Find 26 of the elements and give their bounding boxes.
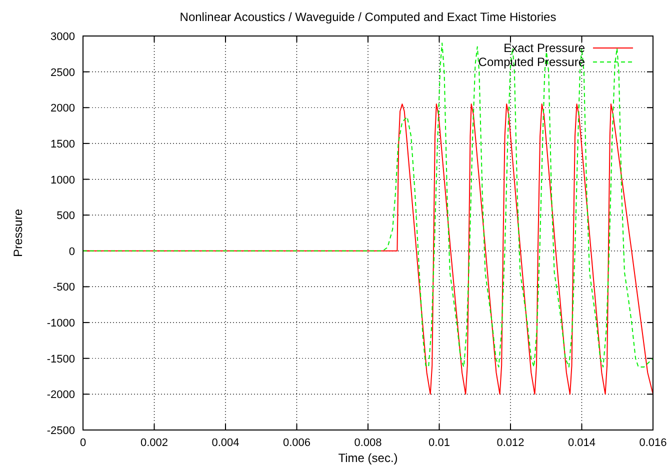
y-tick-label: -1500 xyxy=(46,353,75,366)
x-tick-label: 0.012 xyxy=(496,437,524,449)
x-tick-label: 0.006 xyxy=(282,437,311,449)
x-tick-label: 0.014 xyxy=(568,437,596,449)
y-tick-label: -1000 xyxy=(46,318,75,330)
y-tick-label: -2500 xyxy=(46,425,75,437)
legend-label: Exact Pressure xyxy=(504,41,586,55)
x-axis-title: Time (sec.) xyxy=(338,451,398,465)
y-tick-label: 3000 xyxy=(50,31,75,43)
y-tick-label: -2000 xyxy=(46,389,75,402)
x-tick-label: 0.002 xyxy=(140,437,168,449)
x-tick-label: 0 xyxy=(80,437,86,449)
x-tick-label: 0.008 xyxy=(354,437,382,449)
x-tick-label: 0.004 xyxy=(212,437,240,449)
chart-title: Nonlinear Acoustics / Waveguide / Computed and Exact Time Histories xyxy=(180,10,556,24)
line-series xyxy=(83,42,653,368)
y-tick-label: 2000 xyxy=(50,102,75,115)
y-tick-label: -500 xyxy=(52,282,75,294)
y-tick-label: 0 xyxy=(68,246,75,258)
y-axis-title: Pressure xyxy=(11,208,25,258)
y-tick-label: 1500 xyxy=(50,138,75,150)
y-tick-label: 2500 xyxy=(50,66,75,79)
y-tick-label: 1000 xyxy=(50,174,75,186)
x-tick-label: 0.01 xyxy=(428,437,450,449)
y-tick-label: 500 xyxy=(56,210,75,222)
x-tick-label: 0.016 xyxy=(639,437,667,449)
